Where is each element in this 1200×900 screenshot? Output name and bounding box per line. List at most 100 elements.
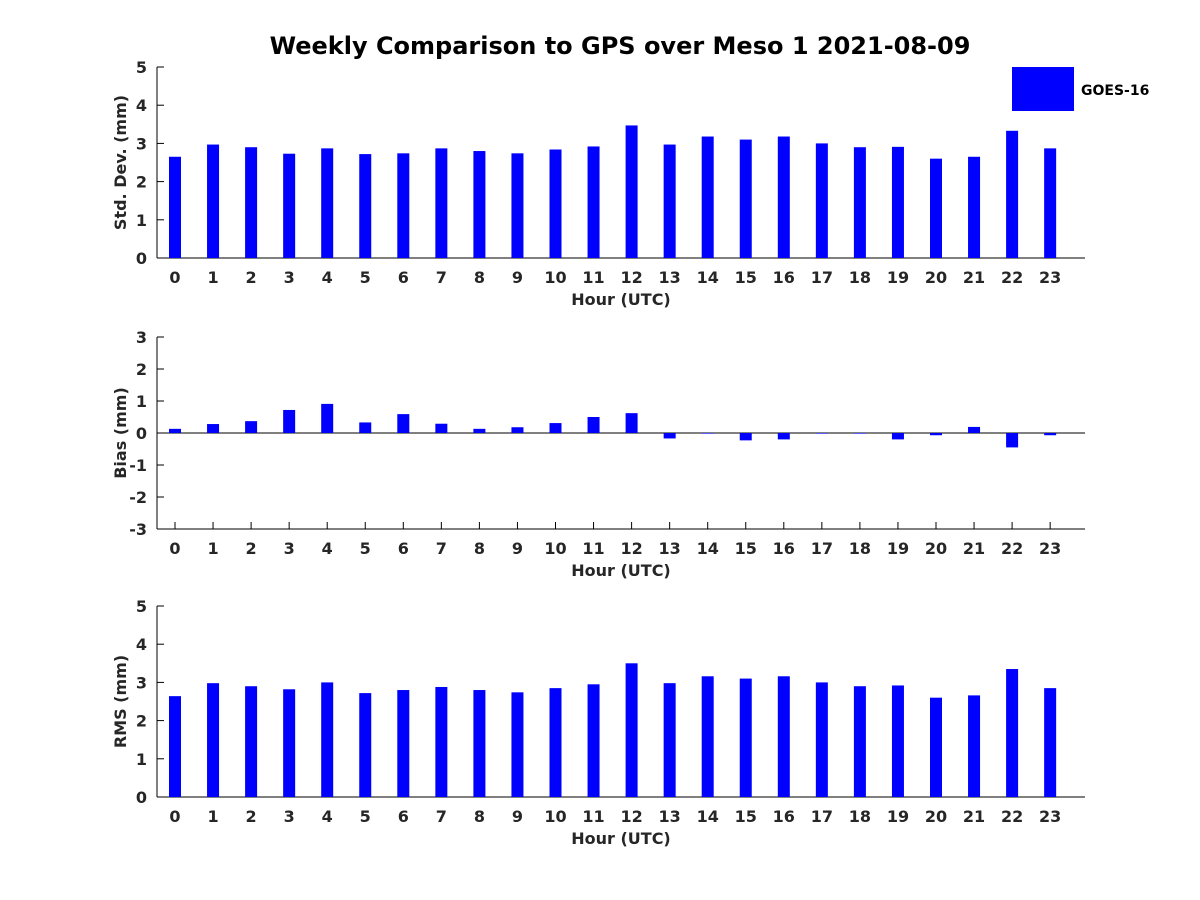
bar-rms-hour-0 <box>169 696 181 797</box>
x-tick-label: 16 <box>773 807 795 826</box>
x-tick-label: 12 <box>620 807 642 826</box>
bar-std-dev-hour-6 <box>397 153 409 258</box>
x-tick-label: 13 <box>659 268 681 287</box>
x-tick-label: 8 <box>474 539 485 558</box>
x-tick-label: 4 <box>322 539 333 558</box>
x-tick-label: 11 <box>582 807 604 826</box>
bar-rms-hour-19 <box>892 685 904 797</box>
x-tick-label: 22 <box>1001 539 1023 558</box>
x-tick-label: 22 <box>1001 807 1023 826</box>
bar-bias-hour-2 <box>245 421 257 433</box>
x-tick-label: 17 <box>811 807 833 826</box>
bar-bias-hour-13 <box>664 433 676 438</box>
bar-std-dev-hour-16 <box>778 137 790 258</box>
x-tick-label: 23 <box>1039 807 1061 826</box>
bar-rms-hour-14 <box>702 676 714 797</box>
bar-bias-hour-20 <box>930 433 942 435</box>
bar-bias-hour-0 <box>169 429 181 433</box>
bar-rms-hour-3 <box>283 689 295 797</box>
x-tick-label: 21 <box>963 807 985 826</box>
x-tick-label: 0 <box>169 539 180 558</box>
x-tick-label: 3 <box>284 807 295 826</box>
x-tick-label: 9 <box>512 268 523 287</box>
x-tick-label: 20 <box>925 539 947 558</box>
x-tick-label: 20 <box>925 268 947 287</box>
bar-std-dev-hour-17 <box>816 143 828 258</box>
bar-rms-hour-11 <box>588 684 600 797</box>
y-tick-label: 2 <box>136 360 147 379</box>
x-tick-label: 22 <box>1001 268 1023 287</box>
x-tick-label: 17 <box>811 539 833 558</box>
bar-std-dev-hour-4 <box>321 148 333 258</box>
bar-bias-hour-3 <box>283 410 295 433</box>
bar-std-dev-hour-0 <box>169 157 181 258</box>
x-tick-label: 11 <box>582 539 604 558</box>
y-tick-label: 4 <box>136 635 147 654</box>
x-tick-label: 3 <box>284 268 295 287</box>
y-axis-label: Bias (mm) <box>111 387 130 479</box>
bar-rms-hour-10 <box>550 688 562 797</box>
x-tick-label: 9 <box>512 539 523 558</box>
y-tick-label: 0 <box>136 424 147 443</box>
x-tick-label: 18 <box>849 268 871 287</box>
x-tick-label: 6 <box>398 807 409 826</box>
x-tick-label: 3 <box>284 539 295 558</box>
x-tick-label: 16 <box>773 268 795 287</box>
bar-rms-hour-5 <box>359 693 371 797</box>
bar-std-dev-hour-20 <box>930 159 942 258</box>
x-tick-label: 10 <box>544 807 566 826</box>
x-tick-label: 2 <box>246 539 257 558</box>
legend-label: GOES-16 <box>1081 83 1149 99</box>
x-tick-label: 12 <box>620 539 642 558</box>
x-tick-label: 7 <box>436 268 447 287</box>
bar-std-dev-hour-12 <box>626 125 638 258</box>
bar-bias-hour-9 <box>511 427 523 433</box>
x-tick-label: 6 <box>398 268 409 287</box>
bar-std-dev-hour-1 <box>207 145 219 258</box>
chart-figure: Weekly Comparison to GPS over Meso 1 202… <box>0 0 1200 900</box>
x-axis-label: Hour (UTC) <box>571 829 671 848</box>
x-tick-label: 5 <box>360 807 371 826</box>
x-tick-label: 15 <box>735 268 757 287</box>
x-tick-label: 12 <box>620 268 642 287</box>
bar-bias-hour-6 <box>397 414 409 433</box>
bar-bias-hour-4 <box>321 404 333 433</box>
x-tick-label: 4 <box>322 268 333 287</box>
x-tick-label: 0 <box>169 807 180 826</box>
bar-std-dev-hour-22 <box>1006 131 1018 258</box>
bar-std-dev-hour-2 <box>245 147 257 258</box>
x-tick-label: 1 <box>207 539 218 558</box>
bar-bias-hour-8 <box>473 429 485 433</box>
x-tick-label: 6 <box>398 539 409 558</box>
bar-rms-hour-6 <box>397 690 409 797</box>
x-axis-label: Hour (UTC) <box>571 290 671 309</box>
legend: GOES-16 <box>1012 67 1149 111</box>
bar-std-dev-hour-13 <box>664 145 676 258</box>
x-axis-label: Hour (UTC) <box>571 561 671 580</box>
x-tick-label: 4 <box>322 807 333 826</box>
bar-std-dev-hour-5 <box>359 154 371 258</box>
y-tick-label: 0 <box>136 249 147 268</box>
x-tick-label: 9 <box>512 807 523 826</box>
bar-bias-hour-15 <box>740 433 752 440</box>
bar-std-dev-hour-7 <box>435 148 447 258</box>
x-tick-label: 21 <box>963 539 985 558</box>
bar-rms-hour-2 <box>245 686 257 797</box>
bar-rms-hour-22 <box>1006 669 1018 797</box>
y-tick-label: 2 <box>136 173 147 192</box>
bar-bias-hour-5 <box>359 422 371 433</box>
x-tick-label: 7 <box>436 807 447 826</box>
y-tick-label: -2 <box>129 488 147 507</box>
x-tick-label: 23 <box>1039 268 1061 287</box>
bar-bias-hour-16 <box>778 433 790 439</box>
bar-rms-hour-23 <box>1044 688 1056 797</box>
y-tick-label: 1 <box>136 750 147 769</box>
bar-bias-hour-23 <box>1044 433 1056 435</box>
chart-title: Weekly Comparison to GPS over Meso 1 202… <box>270 32 971 60</box>
bar-bias-hour-14 <box>702 433 714 434</box>
bar-std-dev-hour-9 <box>511 153 523 258</box>
